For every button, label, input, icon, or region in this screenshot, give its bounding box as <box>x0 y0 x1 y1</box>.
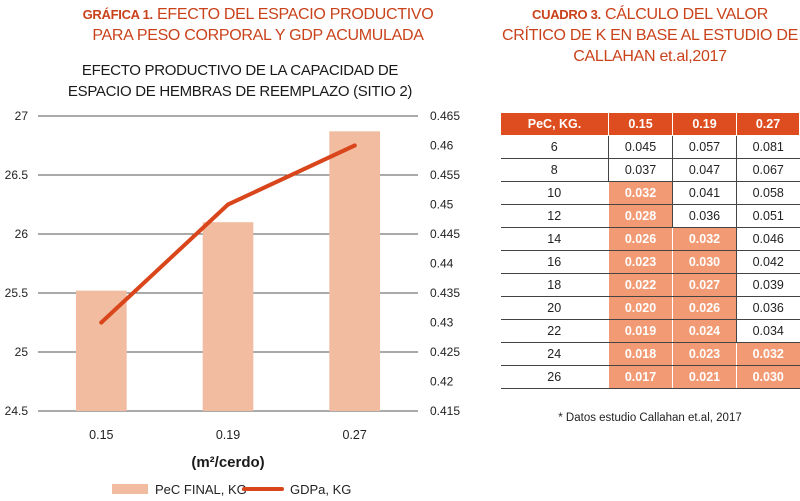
x-tick-label: 0.15 <box>89 428 113 442</box>
table-cell: 0.032 <box>608 181 673 205</box>
table-row: 26 0.017 0.021 0.030 <box>500 365 800 389</box>
left-tick-label: 27 <box>15 109 29 123</box>
bar <box>76 290 127 411</box>
right-tick-label: 0.415 <box>430 404 460 418</box>
table-caption-text: CÁLCULO DEL VALOR CRÍTICO DE K EN BASE A… <box>502 6 798 65</box>
table-cell: 0.027 <box>672 273 737 297</box>
table-row: 12 0.028 0.036 0.051 <box>500 204 800 228</box>
table-cell: 0.051 <box>735 204 800 228</box>
right-tick-label: 0.43 <box>430 316 454 330</box>
table-cell: 0.023 <box>608 250 673 274</box>
right-tick-label: 0.45 <box>430 198 454 212</box>
table-cell: 0.026 <box>608 227 673 251</box>
legend-label: GDPa, KG <box>290 482 351 497</box>
table-cell: 14 <box>500 227 609 251</box>
left-tick-label: 24.5 <box>5 404 29 418</box>
left-tick-label: 25 <box>15 345 29 359</box>
bar <box>329 131 380 411</box>
table-cell: 0.081 <box>735 135 800 159</box>
table-cell: 0.041 <box>672 181 737 205</box>
table-cell: 0.024 <box>672 319 737 343</box>
table-cell: 0.067 <box>735 158 800 182</box>
table-footnote: * Datos estudio Callahan et.al, 2017 <box>558 412 742 424</box>
combo-chart: 24.5 25 25.5 26 26.5 27 0.415 0.42 0.425 0.43 0.43… <box>5 109 461 497</box>
table-row: 8 0.037 0.047 0.067 <box>500 158 800 182</box>
table-cell: 6 <box>500 135 609 159</box>
table-cell: 0.046 <box>735 227 800 251</box>
table-row: 6 0.045 0.057 0.081 <box>500 135 800 159</box>
figure-label: GRÁFICA 1. <box>82 7 154 22</box>
x-tick-label: 0.27 <box>342 428 366 442</box>
table-cell: 0.021 <box>672 365 737 389</box>
right-tick-label: 0.46 <box>430 139 454 153</box>
table-cell: 0.030 <box>672 250 737 274</box>
table-cell: 18 <box>500 273 609 297</box>
table-row: 18 0.022 0.027 0.039 <box>500 273 800 297</box>
table-row: 10 0.032 0.041 0.058 <box>500 181 800 205</box>
table-cell: 0.034 <box>735 319 800 343</box>
table-cell: 12 <box>500 204 609 228</box>
right-tick-label: 0.435 <box>430 286 460 300</box>
table-cell: 0.047 <box>672 158 737 182</box>
table-header-cell: 0.15 <box>608 112 673 136</box>
right-tick-label: 0.455 <box>430 168 460 182</box>
figure-caption: GRÁFICA 1. EFECTO DEL ESPACIO PRODUCTIVO… <box>78 4 438 46</box>
table-cell: 0.026 <box>672 296 737 320</box>
table-cell: 16 <box>500 250 609 274</box>
bar <box>202 222 254 411</box>
table-cell: 0.017 <box>608 365 673 389</box>
left-tick-label: 26.5 <box>5 168 29 182</box>
table-cell: 10 <box>500 181 609 205</box>
left-tick-label: 25.5 <box>5 286 29 300</box>
left-tick-label: 26 <box>15 227 29 241</box>
table-cell: 0.036 <box>672 204 737 228</box>
critical-k-table: PeC, KG. 0.15 0.19 0.27 6 0.045 0.057 0.081 8 0.… <box>499 112 800 389</box>
right-tick-label: 0.425 <box>430 345 460 359</box>
line-point <box>99 320 104 325</box>
right-tick-label: 0.445 <box>430 227 460 241</box>
table-header-cell: 0.19 <box>672 112 737 136</box>
table-cell: 0.020 <box>608 296 673 320</box>
table-row: 20 0.020 0.026 0.036 <box>500 296 800 320</box>
x-tick-label: 0.19 <box>216 428 240 442</box>
legend-label: PeC FINAL, KG <box>155 482 247 497</box>
table-cell: 0.042 <box>735 250 800 274</box>
table-cell: 0.037 <box>608 158 673 182</box>
table-cell: 0.018 <box>608 342 673 366</box>
table-cell: 0.022 <box>608 273 673 297</box>
table-cell: 0.030 <box>735 365 800 389</box>
line-point <box>352 143 357 148</box>
table-cell: 0.039 <box>735 273 800 297</box>
table-cell: 0.023 <box>672 342 737 366</box>
table-cell: 26 <box>500 365 609 389</box>
table-row: 24 0.018 0.023 0.032 <box>500 342 800 366</box>
table-row: 22 0.019 0.024 0.034 <box>500 319 800 343</box>
table-cell: 0.058 <box>735 181 800 205</box>
legend-swatch-bar <box>112 484 148 494</box>
table-cell: 0.045 <box>608 135 673 159</box>
table-caption: CUADRO 3. CÁLCULO DEL VALOR CRÍTICO DE K… <box>500 4 800 67</box>
table-row: 16 0.023 0.030 0.042 <box>500 250 800 274</box>
x-axis-label: (m²/cerdo) <box>191 454 264 471</box>
right-tick-label: 0.42 <box>430 375 454 389</box>
right-tick-label: 0.465 <box>430 109 460 123</box>
table-cell: 0.036 <box>735 296 800 320</box>
table-cell: 0.019 <box>608 319 673 343</box>
chart-title: EFECTO PRODUCTIVO DE LA CAPACIDAD DE ESP… <box>67 62 413 100</box>
table-cell: 0.032 <box>735 342 800 366</box>
table-cell: 22 <box>500 319 609 343</box>
figure-caption-text: EFECTO DEL ESPACIO PRODUCTIVO PARA PESO … <box>92 6 434 44</box>
table-header-cell: 0.27 <box>735 112 800 136</box>
table-header-cell: PeC, KG. <box>499 112 610 136</box>
table-cell: 0.028 <box>608 204 673 228</box>
table-cell: 0.032 <box>672 227 737 251</box>
line-point <box>226 202 230 207</box>
table-cell: 24 <box>500 342 609 366</box>
table-cell: 0.057 <box>672 135 737 159</box>
table-label: CUADRO 3. <box>532 7 601 22</box>
table-row: 14 0.026 0.032 0.046 <box>500 227 800 251</box>
table-cell: 8 <box>500 158 609 182</box>
table-cell: 20 <box>500 296 609 320</box>
right-tick-label: 0.44 <box>430 257 454 271</box>
